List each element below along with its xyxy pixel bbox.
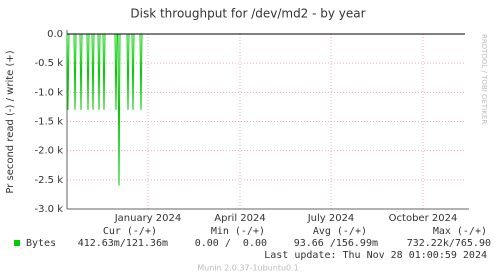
stats-value: 732.22k/765.90	[407, 238, 491, 249]
side-text: RRDTOOL / TOBI OETIKER	[480, 34, 488, 124]
y-axis-label: Pr second read (-) / write (+)	[5, 50, 16, 193]
y-tick-label: -0.5 k	[35, 58, 64, 69]
x-tick-label: April 2024	[214, 213, 265, 224]
x-tick-label: January 2024	[114, 213, 182, 224]
stats-header: Cur (-/+)	[103, 226, 157, 237]
x-tick-label: October 2024	[389, 213, 458, 224]
y-tick-label: -1.0 k	[35, 87, 64, 98]
chart-title: Disk throughput for /dev/md2 - by year	[130, 7, 365, 21]
y-tick-label: 0.0	[47, 29, 63, 40]
stats-value: 0.00 / 0.00	[195, 238, 267, 249]
legend-swatch	[14, 240, 20, 246]
last-update: Last update: Thu Nov 28 01:00:59 2024	[264, 250, 487, 261]
y-tick-label: -3.0 k	[35, 204, 64, 215]
stats-header: Max (-/+)	[433, 226, 487, 237]
stats-header: Avg (-/+)	[313, 226, 367, 237]
stats-value: 93.66 /156.99m	[294, 238, 378, 249]
y-tick-label: -2.5 k	[35, 175, 64, 186]
legend-label: Bytes	[26, 238, 56, 249]
stats-value: 412.63m/121.36m	[78, 238, 168, 249]
footer: Munin 2.0.37-1ubuntu0.1	[197, 264, 299, 273]
y-tick-label: -2.0 k	[35, 146, 64, 157]
x-tick-label: July 2024	[307, 213, 355, 224]
stats-header: Min (-/+)	[211, 226, 265, 237]
y-tick-label: -1.5 k	[35, 117, 64, 128]
